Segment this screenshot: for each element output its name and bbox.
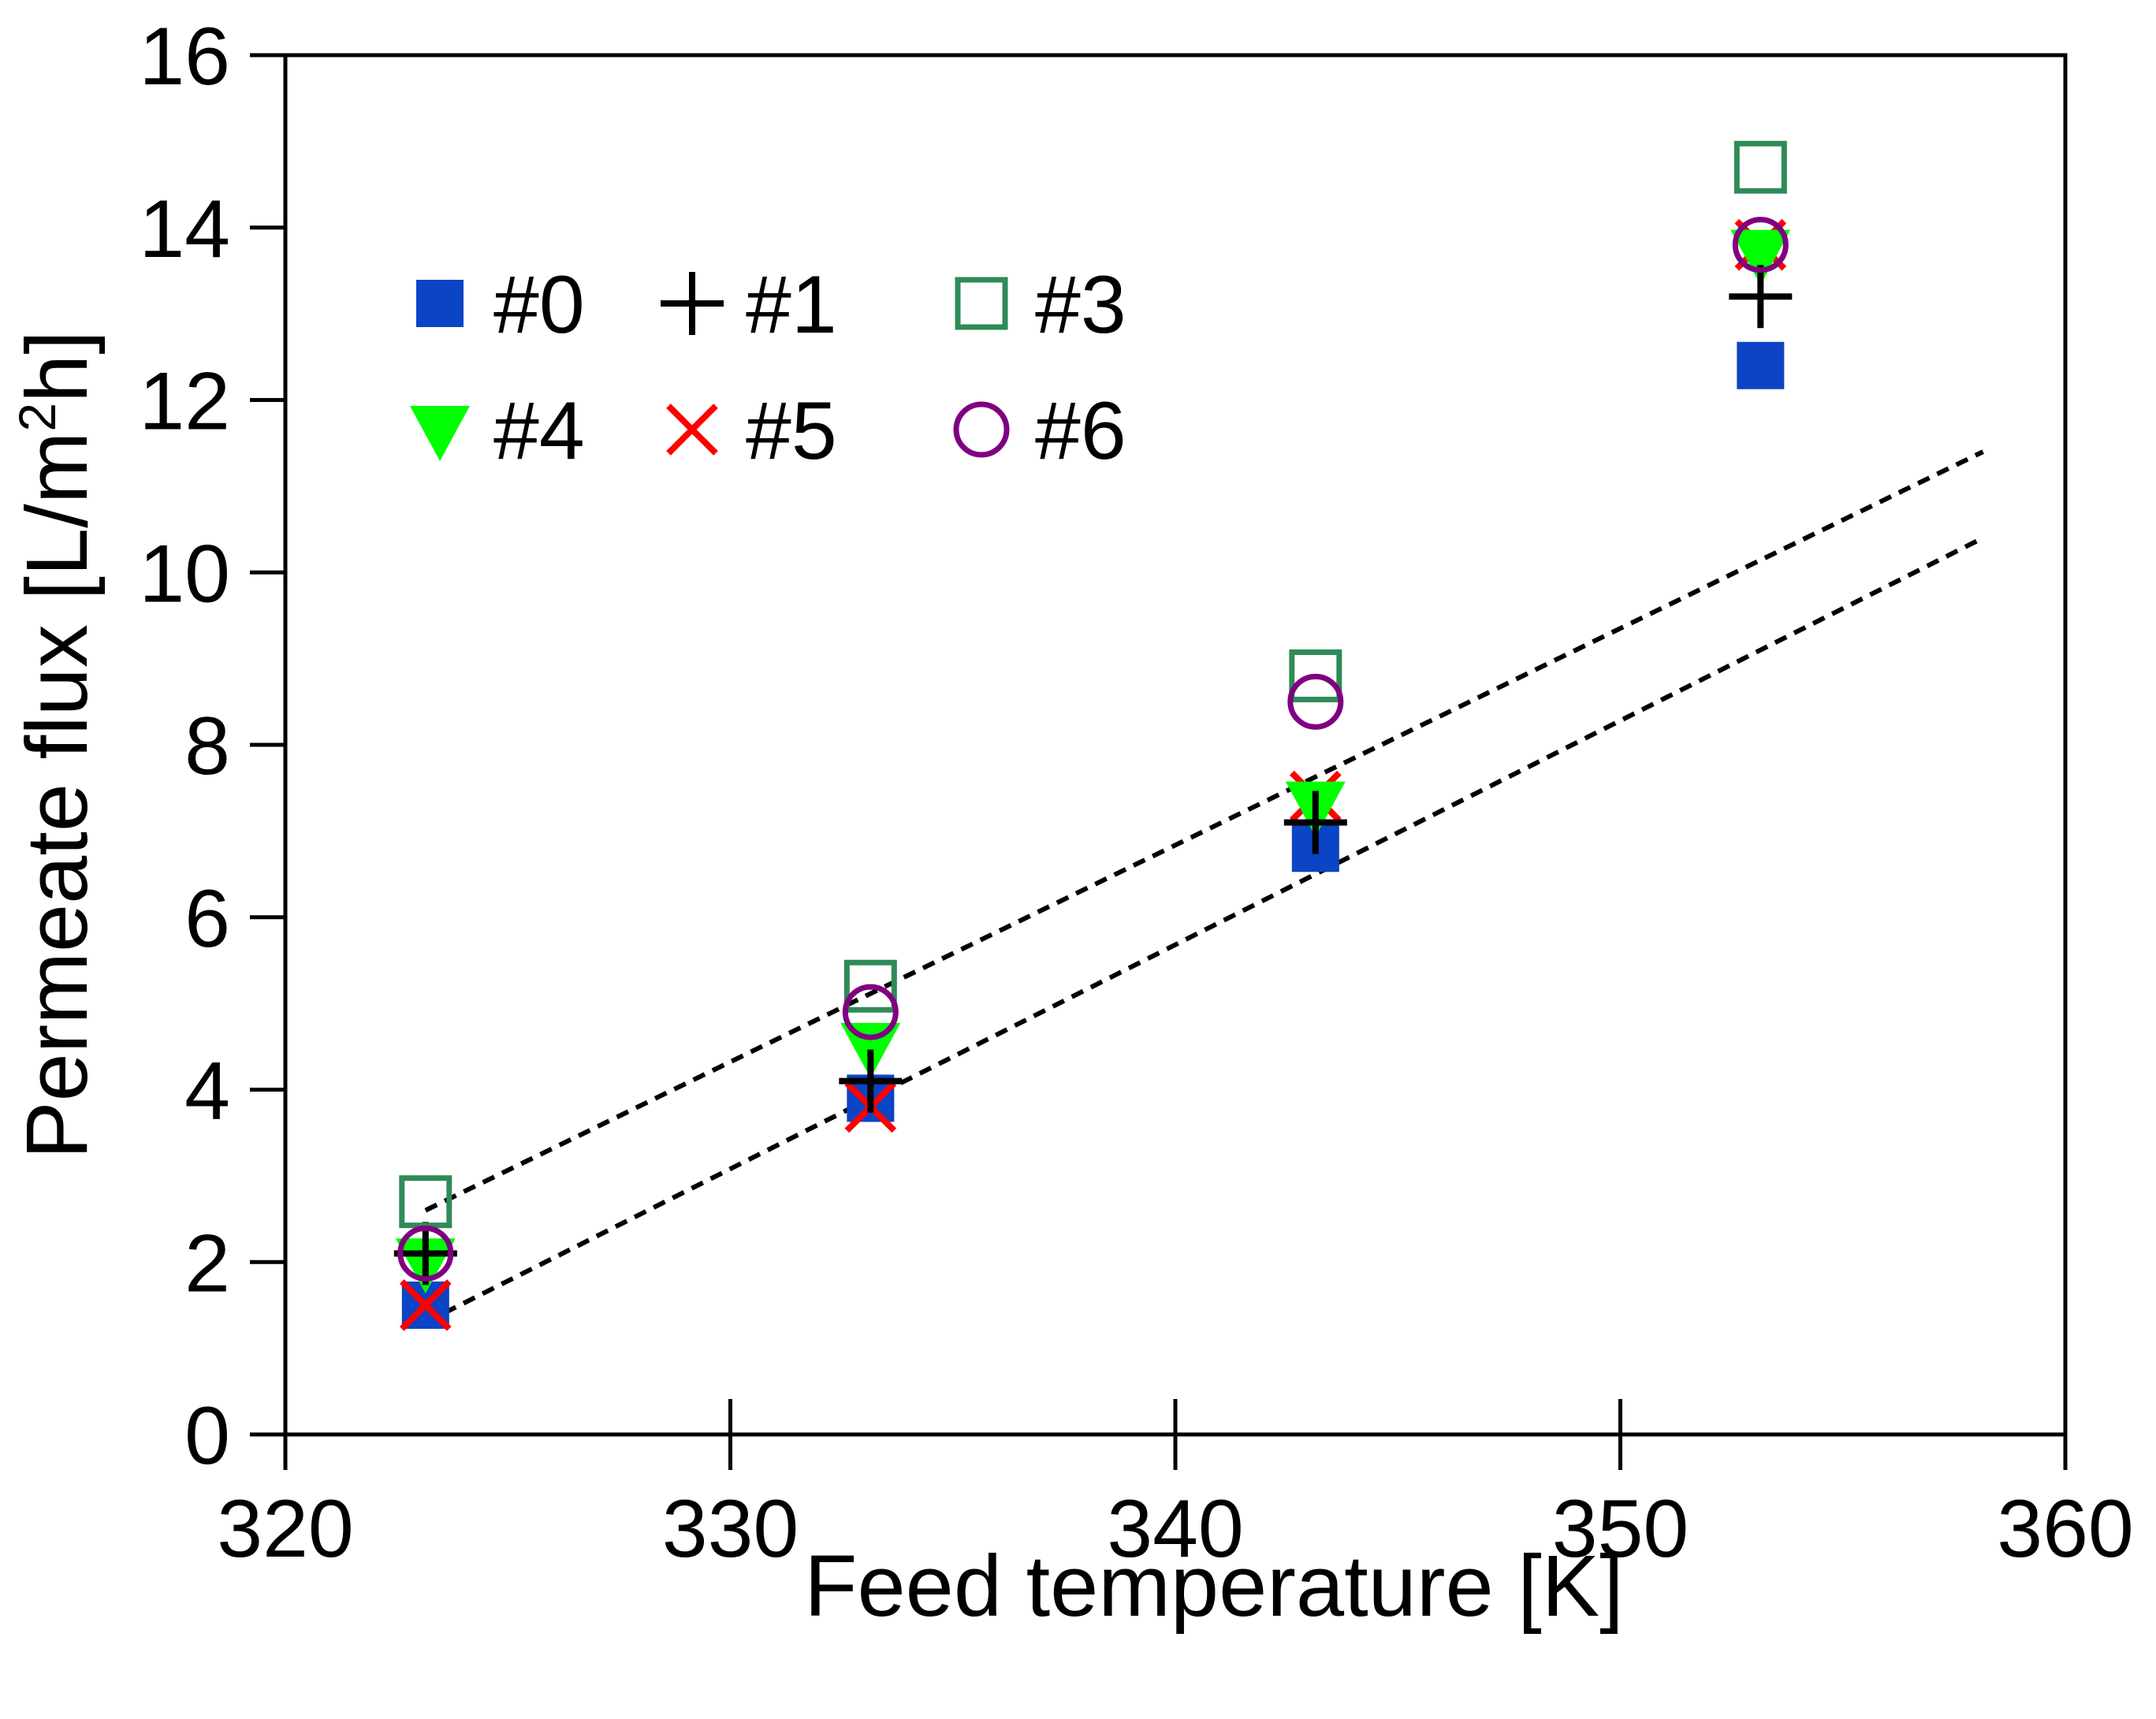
y-tick-label: 10	[139, 528, 230, 620]
legend-label: #6	[1035, 385, 1126, 477]
fit-lines	[424, 449, 1984, 1325]
x-tick-label: 320	[217, 1483, 354, 1575]
legend-label: #4	[493, 385, 585, 477]
legend-marker	[953, 401, 1010, 458]
legend-item: #1	[661, 259, 837, 351]
series-1-point	[1283, 791, 1347, 854]
legend-marker	[410, 406, 470, 461]
series-3-point	[1289, 649, 1342, 702]
y-tick-label: 16	[139, 11, 230, 102]
series-5-point	[399, 1279, 452, 1331]
series-6-point	[842, 984, 899, 1040]
legend-item: #0	[416, 259, 585, 351]
legend-label: #0	[493, 259, 585, 351]
series-1-point	[1729, 265, 1793, 329]
legend-marker	[666, 404, 718, 456]
series-3-point	[399, 1175, 452, 1229]
legend-label: #5	[746, 385, 837, 477]
y-tick-label: 8	[184, 701, 230, 792]
series-3-point	[1733, 140, 1787, 194]
x-axis-title: Feed temperature [K]	[804, 1538, 1623, 1635]
fit-line	[424, 535, 1984, 1325]
series-3-point	[843, 959, 897, 1013]
legend: #0 #1 #3 #4 #5 #6	[410, 259, 1126, 477]
legend-marker	[661, 272, 724, 335]
legend-item: #4	[410, 385, 585, 477]
series-1-point	[393, 1222, 457, 1286]
series-6-point	[1287, 673, 1344, 730]
fit-line	[424, 449, 1984, 1213]
y-tick-label: 12	[139, 356, 230, 448]
legend-item: #6	[953, 385, 1126, 477]
y-axis-title: Permeate flux [L/m2h]	[8, 330, 106, 1159]
y-tick-label: 14	[139, 184, 230, 275]
y-tick-label: 0	[184, 1390, 230, 1482]
x-tick-label: 340	[1107, 1483, 1244, 1575]
legend-label: #3	[1035, 259, 1126, 351]
series-1-point	[839, 1049, 903, 1113]
series-0-point	[1737, 341, 1785, 389]
x-tick-label: 330	[662, 1483, 799, 1575]
legend-marker	[955, 277, 1008, 330]
y-tick-label: 4	[184, 1046, 230, 1137]
x-tick-label: 350	[1552, 1483, 1689, 1575]
legend-item: #5	[666, 385, 837, 477]
x-tick-label: 360	[1997, 1483, 2134, 1575]
series-6-point	[397, 1225, 454, 1282]
y-axis: 0 2 4 6 8 10 12 14 16	[139, 11, 285, 1482]
x-axis: 320 330 340 350 360	[217, 1399, 2134, 1575]
series-4-point	[1730, 229, 1791, 285]
series-6-point	[1732, 217, 1789, 273]
legend-marker	[416, 280, 464, 327]
y-tick-label: 2	[184, 1218, 230, 1309]
data-points	[393, 140, 1793, 1331]
y-tick-label: 6	[184, 873, 230, 965]
legend-label: #1	[746, 259, 837, 351]
legend-item: #3	[955, 259, 1126, 351]
